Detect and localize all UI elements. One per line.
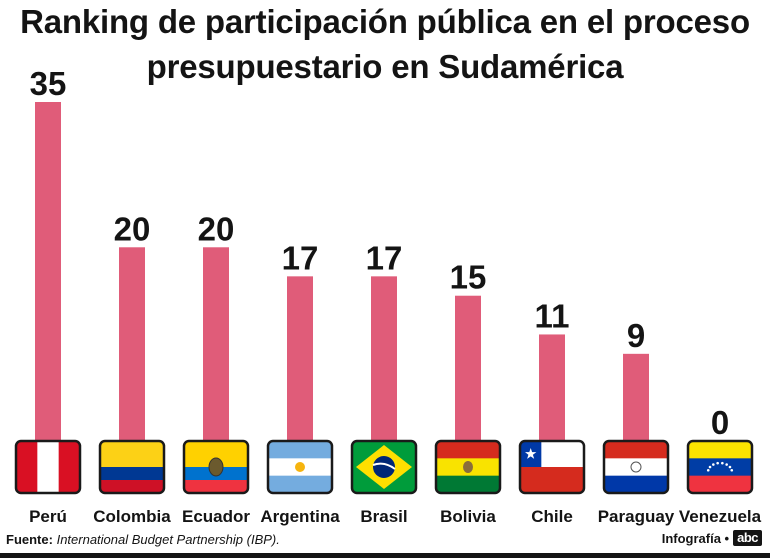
venezuela-flag-icon: [686, 439, 754, 495]
value-label-8: 0: [711, 404, 729, 441]
value-label-0: 35: [30, 65, 67, 102]
abc-logo: abc: [733, 530, 762, 546]
category-label-7: Paraguay: [598, 507, 675, 526]
credit-text: Infografía •: [661, 530, 730, 546]
chile-flag-icon: [518, 439, 586, 495]
bar-4: [371, 276, 397, 441]
source-text: International Budget Partnership (IBP).: [56, 532, 280, 547]
bar-1: [119, 247, 145, 441]
bar-chart: 35 Perú 20 Colombia 20 Ecuador 17 Argentina 17 Br…: [14, 65, 762, 526]
category-label-4: Brasil: [360, 507, 407, 526]
paraguay-flag-icon: [602, 439, 670, 495]
category-label-5: Bolivia: [440, 507, 496, 526]
bottom-rule: [0, 553, 770, 558]
category-label-2: Ecuador: [182, 507, 250, 526]
bar-7: [623, 353, 649, 441]
value-label-7: 9: [627, 317, 645, 354]
category-label-6: Chile: [531, 507, 573, 526]
value-label-3: 17: [282, 239, 319, 276]
chart-title-line-1: Ranking de participación pública en el p…: [20, 3, 750, 40]
category-label-1: Colombia: [93, 507, 171, 526]
category-label-3: Argentina: [260, 507, 340, 526]
chart-title-line-2: presupuestario en Sudamérica: [146, 48, 624, 85]
bar-3: [287, 276, 313, 441]
colombia-flag-icon: [98, 439, 166, 495]
value-label-2: 20: [198, 210, 235, 247]
bar-2: [203, 247, 229, 441]
bolivia-flag-icon: [434, 439, 502, 495]
value-label-1: 20: [114, 210, 151, 247]
bar-5: [455, 295, 481, 441]
bar-6: [539, 334, 565, 441]
category-label-8: Venezuela: [679, 507, 762, 526]
category-label-0: Perú: [29, 507, 67, 526]
credit: Infografía • abc: [662, 530, 762, 546]
ecuador-flag-icon: [182, 439, 250, 495]
value-label-5: 15: [450, 259, 487, 296]
value-label-4: 17: [366, 239, 403, 276]
bar-0: [35, 102, 61, 441]
peru-flag-icon: [14, 439, 82, 495]
brazil-flag-icon: [350, 439, 418, 495]
value-label-6: 11: [535, 297, 570, 334]
source-label: Fuente:: [6, 532, 53, 547]
source-note: Fuente: International Budget Partnership…: [6, 532, 280, 547]
argentina-flag-icon: [266, 439, 334, 495]
